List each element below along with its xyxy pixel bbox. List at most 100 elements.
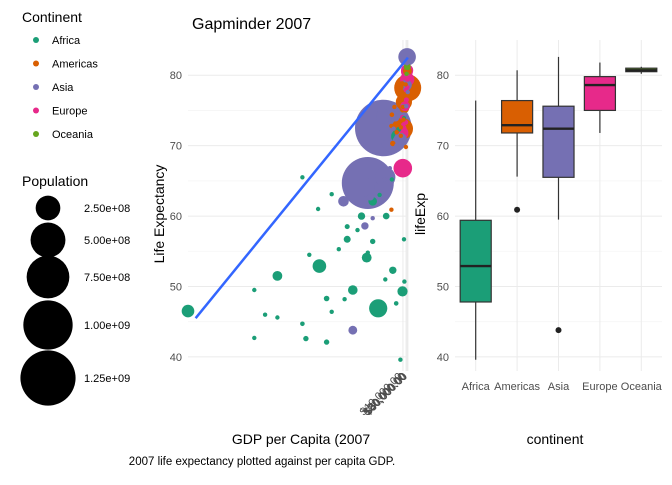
- scatter-point-asia: [348, 325, 358, 335]
- legend-size-label: 1.25e+09: [84, 373, 130, 385]
- scatter-point-asia: [404, 104, 409, 109]
- scatter-point-africa: [370, 238, 376, 245]
- scatter-point-africa: [300, 321, 305, 327]
- scatter-point-asia: [370, 216, 375, 221]
- legend-key-africa: [33, 37, 39, 43]
- scatter-point-americas: [399, 81, 405, 87]
- scatter-title: Gapminder 2007: [192, 16, 311, 33]
- scatter-y-tick-label: 50: [170, 281, 182, 293]
- scatter-point-africa: [303, 335, 309, 342]
- scatter-point-africa: [369, 299, 388, 318]
- scatter-point-americas: [403, 144, 409, 150]
- scatter-point-asia: [391, 126, 396, 131]
- scatter-point-asia: [398, 48, 416, 66]
- box-americas: [500, 99, 534, 134]
- legend: Continent Africa Americas Asia Europe Oceani…: [20, 9, 130, 406]
- scatter-point-asia: [405, 89, 410, 95]
- scatter-y-tick-label: 80: [170, 70, 182, 82]
- scatter-point-africa: [329, 309, 334, 314]
- scatter-point-africa: [252, 335, 257, 341]
- legend-size-key: [26, 255, 70, 299]
- legend-key-asia: [33, 84, 39, 90]
- scatter-point-africa: [402, 279, 407, 284]
- scatter-point-africa: [365, 250, 370, 255]
- scatter-point-oceania: [403, 63, 411, 71]
- scatter-point-asia: [338, 196, 349, 207]
- scatter-point-africa: [272, 271, 283, 281]
- legend-label-americas: Americas: [52, 59, 98, 71]
- boxplot-y-axis-label: lifeExp: [412, 193, 428, 235]
- boxplot-boxes: [459, 56, 658, 360]
- scatter-point-africa: [323, 295, 330, 302]
- scatter-point-europe: [403, 97, 409, 103]
- legend-size-key: [35, 195, 61, 221]
- legend-key-oceania: [33, 131, 39, 137]
- scatter-points: [181, 48, 422, 362]
- scatter-point-africa: [361, 252, 372, 263]
- scatter-point-africa: [323, 339, 330, 345]
- scatter-y-tick-labels: 40 50 60 70 80: [170, 70, 182, 364]
- continent-legend-items: Africa Americas Asia Europe Oceania: [33, 35, 98, 141]
- population-legend-title: Population: [22, 173, 88, 189]
- scatter-point-africa: [343, 235, 351, 243]
- scatter-trend-line: [194, 56, 409, 319]
- scatter-point-americas: [389, 207, 394, 212]
- boxplot-y-tick-label: 40: [437, 352, 449, 364]
- scatter-point-africa: [329, 192, 334, 197]
- legend-size-key: [30, 222, 66, 258]
- boxplot-x-tick-label: Africa: [462, 381, 491, 393]
- scatter-point-asia: [376, 108, 391, 124]
- boxplot-x-tick-label: Europe: [582, 381, 617, 393]
- scatter-x-tick-label: $50,000.00: [363, 371, 410, 418]
- scatter-point-africa: [336, 247, 341, 252]
- scatter-point-americas: [401, 117, 406, 122]
- scatter-point-oceania: [404, 71, 409, 77]
- boxplot-y-tick-label: 60: [437, 211, 449, 223]
- boxplot-x-tick-label: Oceania: [621, 381, 663, 393]
- scatter-point-americas: [398, 125, 404, 130]
- scatter-y-tick-label: 40: [170, 352, 182, 364]
- scatter-point-asia: [394, 143, 399, 148]
- scatter-point-asia: [382, 177, 387, 182]
- scatter-point-africa: [397, 286, 408, 297]
- boxplot-y-tick-label: 80: [437, 70, 449, 82]
- scatter-point-americas: [399, 85, 404, 90]
- scatter-point-asia: [404, 61, 410, 66]
- scatter-point-africa: [181, 304, 195, 318]
- boxplot-y-tick-label: 50: [437, 281, 449, 293]
- scatter-point-asia: [378, 126, 394, 142]
- outlier-asia: [555, 327, 562, 334]
- scatter-point-africa: [389, 266, 397, 274]
- scatter-point-africa: [393, 301, 399, 306]
- scatter-point-americas: [389, 112, 395, 117]
- legend-size-label: 7.50e+08: [84, 272, 130, 284]
- scatter-point-africa: [383, 277, 388, 282]
- figure-caption: 2007 life expectancy plotted against per…: [129, 456, 395, 468]
- boxplot-y-tick-labels: 40 50 60 70 80: [437, 70, 449, 364]
- scatter-point-africa: [252, 287, 257, 293]
- legend-size-key: [20, 350, 76, 406]
- boxplot-x-tick-label: Americas: [494, 381, 540, 393]
- scatter-point-africa: [382, 212, 390, 220]
- scatter-point-asia: [387, 166, 392, 171]
- scatter-point-asia: [375, 167, 396, 188]
- scatter-point-africa: [355, 227, 360, 233]
- scatter-point-africa: [389, 177, 395, 182]
- scatter-point-americas: [398, 133, 403, 138]
- scatter-point-europe: [393, 158, 413, 178]
- population-legend-items: 2.50e+08 5.00e+08 7.50e+08 1.00e+09 1.25e+09: [20, 195, 130, 406]
- scatter-y-tick-label: 60: [170, 211, 182, 223]
- boxplot-x-tick-label: Asia: [548, 381, 570, 393]
- scatter-y-tick-label: 70: [170, 141, 182, 153]
- legend-size-label: 5.00e+08: [84, 235, 130, 247]
- scatter-point-africa: [377, 192, 382, 198]
- scatter-point-africa: [344, 224, 350, 230]
- scatter-point-africa: [342, 297, 347, 302]
- legend-label-asia: Asia: [52, 82, 74, 94]
- scatter-point-africa: [262, 312, 268, 317]
- legend-size-label: 2.50e+08: [84, 203, 130, 215]
- scatter-panel: Gapminder 2007 40 50 60 70 80 $10,000.00$20,…: [151, 16, 422, 447]
- scatter-point-americas: [400, 104, 406, 110]
